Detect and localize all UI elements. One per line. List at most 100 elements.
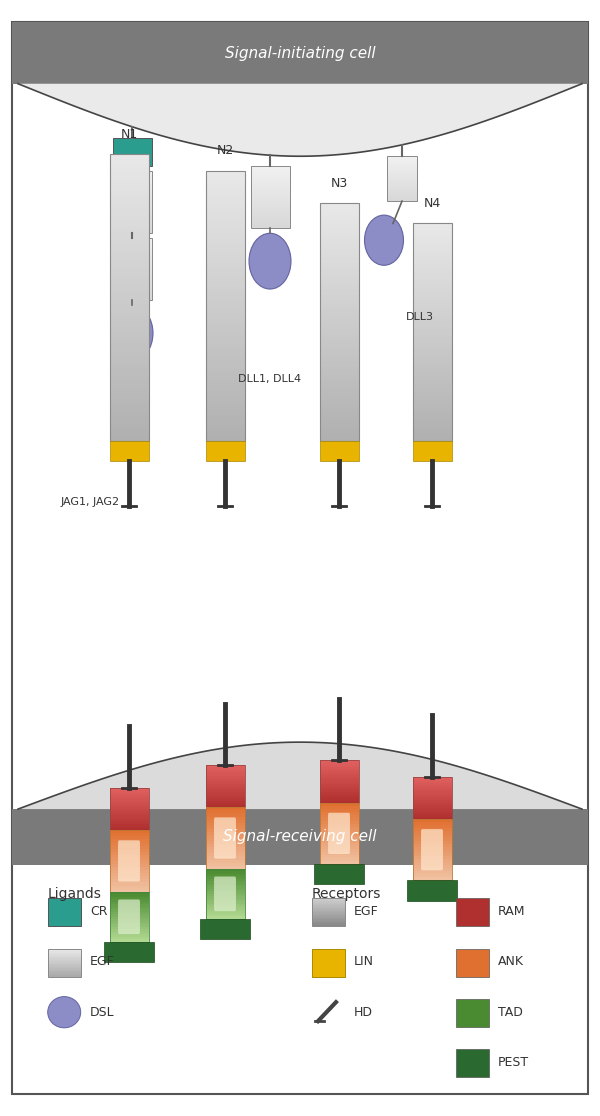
Bar	[110, 157, 149, 161]
Bar	[110, 790, 149, 792]
Bar	[113, 297, 151, 298]
Bar	[320, 384, 359, 387]
Bar	[113, 271, 151, 272]
Bar	[113, 199, 151, 200]
Bar	[251, 175, 290, 176]
Bar	[206, 914, 245, 916]
Bar	[320, 795, 359, 797]
FancyBboxPatch shape	[214, 876, 236, 911]
Bar	[110, 420, 149, 423]
Bar	[110, 916, 149, 920]
Bar	[413, 392, 452, 395]
Bar	[110, 870, 149, 873]
Bar	[413, 318, 452, 321]
Bar	[312, 910, 345, 911]
Bar	[206, 259, 245, 262]
Bar	[320, 821, 359, 825]
Bar	[200, 918, 250, 939]
Bar	[206, 788, 245, 790]
Bar	[320, 423, 359, 426]
Bar	[113, 176, 151, 177]
Bar	[206, 231, 245, 234]
Bar	[413, 223, 452, 225]
Bar	[320, 325, 359, 328]
Bar	[113, 263, 151, 264]
Bar	[206, 441, 245, 461]
Bar	[113, 260, 151, 261]
Bar	[320, 802, 359, 806]
Bar	[320, 260, 359, 262]
Bar	[110, 240, 149, 243]
Bar	[206, 276, 245, 279]
Bar	[206, 363, 245, 366]
Ellipse shape	[249, 233, 291, 289]
Bar	[113, 201, 151, 202]
Bar	[113, 191, 151, 192]
FancyBboxPatch shape	[214, 817, 236, 858]
Bar	[413, 365, 452, 367]
Text: DLL3: DLL3	[406, 312, 434, 323]
Bar	[320, 779, 359, 781]
Bar	[413, 354, 452, 356]
Bar	[110, 297, 149, 301]
Bar	[110, 334, 149, 337]
Bar	[110, 426, 149, 430]
Bar	[110, 323, 149, 326]
Bar	[48, 965, 81, 966]
Bar	[312, 908, 345, 910]
Bar	[110, 294, 149, 297]
Bar	[251, 177, 290, 179]
Bar	[320, 432, 359, 435]
Bar	[413, 335, 452, 337]
Bar	[320, 230, 359, 233]
Bar	[320, 378, 359, 382]
Bar	[320, 296, 359, 298]
Text: N1: N1	[121, 127, 137, 141]
Bar	[206, 211, 245, 214]
Bar	[110, 416, 149, 420]
Bar	[206, 323, 245, 326]
Bar	[413, 373, 452, 375]
Bar	[251, 186, 290, 187]
Bar	[113, 186, 151, 187]
Bar	[413, 802, 452, 805]
Bar	[110, 225, 149, 229]
Bar	[413, 259, 452, 261]
Bar	[110, 899, 149, 902]
Bar	[110, 405, 149, 408]
Bar	[413, 810, 452, 812]
Bar	[110, 430, 149, 434]
Bar	[320, 253, 359, 257]
Bar	[206, 349, 245, 353]
Bar	[113, 282, 151, 283]
Bar	[48, 969, 81, 970]
Bar	[110, 821, 149, 824]
Bar	[320, 846, 359, 849]
Bar	[320, 357, 359, 360]
Bar	[251, 203, 290, 204]
Bar	[206, 384, 245, 387]
Bar	[113, 242, 151, 243]
Bar	[206, 797, 245, 799]
Bar	[320, 776, 359, 777]
Bar	[206, 333, 245, 336]
Bar	[113, 202, 151, 203]
Bar	[407, 881, 457, 901]
Bar	[110, 233, 149, 237]
Bar	[206, 336, 245, 339]
Bar	[110, 819, 149, 821]
Bar	[206, 780, 245, 782]
Bar	[110, 391, 149, 394]
Bar	[320, 825, 359, 827]
Bar	[251, 170, 290, 171]
Bar	[413, 286, 452, 288]
Bar	[206, 204, 245, 208]
Bar	[320, 224, 359, 227]
Bar	[251, 193, 290, 194]
Bar	[413, 817, 452, 819]
Bar	[251, 212, 290, 213]
Bar	[113, 179, 151, 180]
Bar	[110, 848, 149, 852]
Bar	[110, 792, 149, 795]
Bar	[206, 214, 245, 218]
